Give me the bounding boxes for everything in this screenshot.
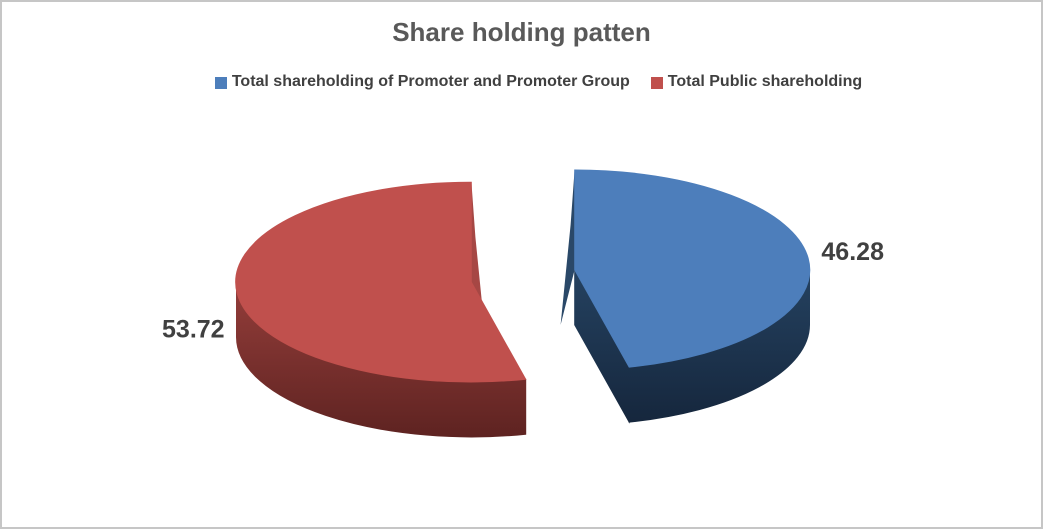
legend-item-promoter-group[interactable]: Total shareholding of Promoter and Promo… bbox=[214, 73, 630, 91]
pie-slice-public-data-label: 53.72 bbox=[162, 316, 225, 344]
legend-label-public: Total Public shareholding bbox=[667, 73, 863, 90]
pie-slice-public[interactable] bbox=[235, 181, 527, 383]
pie-slice-promoter-group-side[interactable] bbox=[560, 169, 575, 325]
legend-swatch-public bbox=[650, 76, 663, 89]
pie-slice-promoter-group[interactable] bbox=[574, 169, 811, 368]
legend-item-public[interactable]: Total Public shareholding bbox=[650, 73, 863, 91]
legend-label-promoter-group: Total shareholding of Promoter and Promo… bbox=[231, 73, 630, 90]
pie-slice-promoter-group-data-label: 46.28 bbox=[821, 238, 884, 266]
legend: Total shareholding of Promoter and Promo… bbox=[2, 73, 1041, 91]
legend-swatch-promoter-group bbox=[214, 76, 227, 89]
chart-title: Share holding patten bbox=[392, 17, 651, 47]
